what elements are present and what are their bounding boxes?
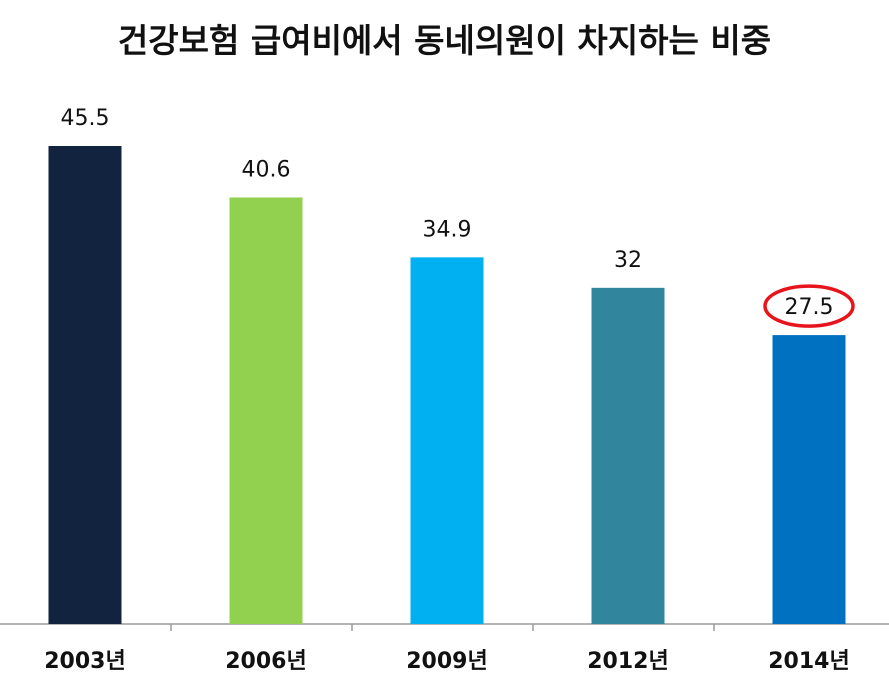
- x-tick-label: 2014년: [768, 649, 849, 674]
- bar: [591, 287, 665, 624]
- data-label: 34.9: [423, 217, 472, 242]
- data-label: 27.5: [785, 295, 834, 320]
- bar: [772, 335, 846, 624]
- x-tick-label: 2003년: [44, 649, 125, 674]
- highlight-ellipse: [763, 284, 855, 328]
- x-tick-label: 2009년: [406, 649, 487, 674]
- bar: [410, 257, 484, 624]
- data-label: 40.6: [242, 157, 291, 182]
- chart-title: 건강보험 급여비에서 동네의원이 차지하는 비중: [117, 21, 772, 60]
- bar: [229, 197, 303, 624]
- data-label: 45.5: [61, 106, 110, 131]
- x-tick-label: 2006년: [225, 649, 306, 674]
- x-tick-label: 2012년: [587, 649, 668, 674]
- bar: [48, 146, 122, 624]
- data-label: 32: [614, 248, 642, 273]
